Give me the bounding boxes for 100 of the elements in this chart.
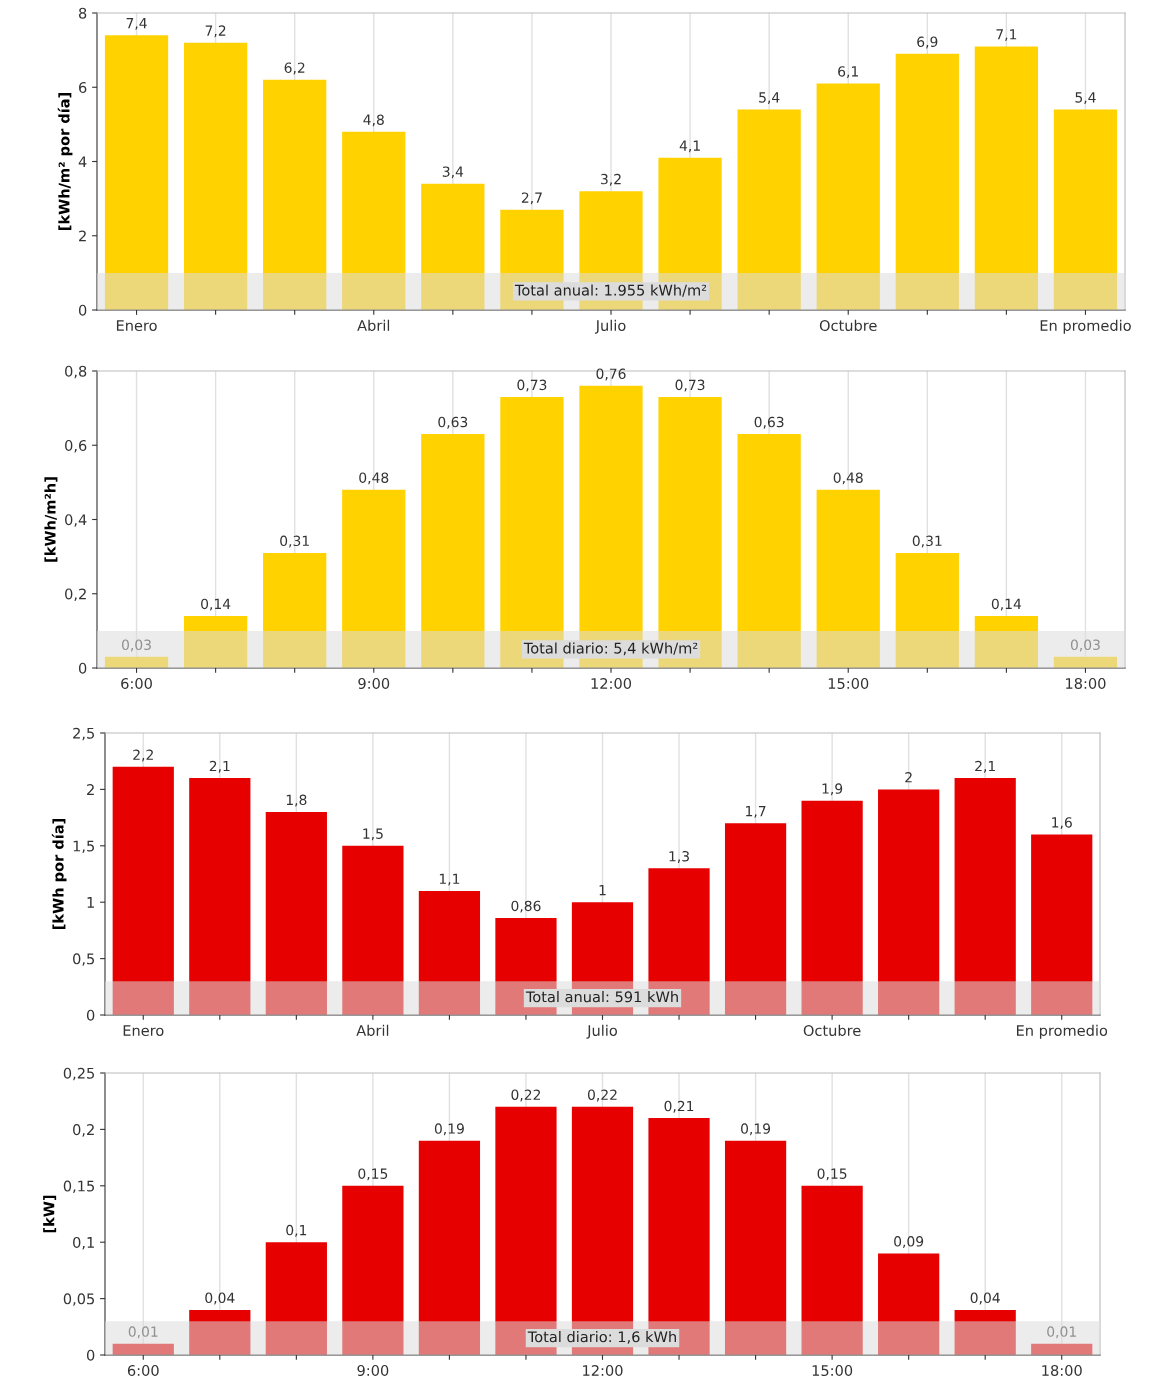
bar <box>816 489 880 668</box>
bar <box>500 396 564 668</box>
x-tick-label: En promedio <box>1040 319 1131 334</box>
bar <box>342 845 404 1015</box>
data-label: 6,9 <box>917 36 938 49</box>
data-label: 0,14 <box>201 598 231 611</box>
data-label: 0,04 <box>970 1292 1000 1305</box>
bar <box>112 766 174 1015</box>
data-label: 0,63 <box>438 416 468 429</box>
y-tick-label: 0,5 <box>73 953 94 966</box>
bar <box>974 46 1039 310</box>
bar <box>737 434 801 668</box>
data-label: 0,03 <box>1070 639 1100 652</box>
data-label: 0,48 <box>359 472 389 485</box>
y-tick-label: 0,6 <box>65 439 87 453</box>
bar <box>801 1185 863 1355</box>
bar <box>954 1309 1016 1355</box>
data-label: 1,3 <box>669 851 689 863</box>
y-tick-label: 6 <box>79 81 87 93</box>
x-tick-label: 9:00 <box>357 1364 389 1377</box>
bar <box>974 616 1039 668</box>
data-label: 4,1 <box>679 140 700 153</box>
bar <box>263 552 327 668</box>
y-tick-label: 2 <box>87 784 94 795</box>
bar <box>418 1140 481 1355</box>
data-label: 1 <box>599 885 606 896</box>
data-label: 1,6 <box>1052 817 1072 830</box>
y-tick-label: 2 <box>79 230 86 242</box>
y-tick-label: 0,15 <box>63 1180 94 1194</box>
x-tick-label: En promedio <box>1016 1024 1108 1039</box>
data-label: 0,22 <box>587 1089 617 1102</box>
bar <box>737 109 801 310</box>
y-tick-label: 0,2 <box>73 1124 94 1137</box>
y-axis-title: [kWh/m² por día] <box>57 93 73 230</box>
y-axis-title: [kW] <box>43 1195 57 1233</box>
data-label: 0,14 <box>991 598 1022 611</box>
bar <box>1031 834 1093 1015</box>
x-tick-label: Enero <box>116 320 157 332</box>
y-axis-title: [kWh/m²h] <box>44 477 58 562</box>
bar <box>895 53 959 310</box>
y-axis-title: [kWh por día] <box>51 818 67 930</box>
y-tick-label: 1 <box>87 897 94 908</box>
data-label: 0,76 <box>596 368 626 381</box>
bar <box>265 1242 327 1355</box>
x-tick-label: 12:00 <box>583 1364 623 1377</box>
data-label: 0,04 <box>205 1292 235 1305</box>
data-label: 0,31 <box>912 535 942 548</box>
bar <box>263 79 327 310</box>
data-label: 0,73 <box>517 379 547 392</box>
data-label: 7,4 <box>126 18 147 30</box>
data-label: 7,2 <box>205 25 226 38</box>
y-tick-label: 4 <box>78 156 87 168</box>
x-tick-label: 12:00 <box>591 677 632 690</box>
data-label: 2,7 <box>521 192 542 205</box>
data-label: 0,63 <box>754 416 784 429</box>
x-tick-label: Abril <box>356 1024 389 1037</box>
bar <box>189 1309 251 1355</box>
y-tick-label: 0 <box>86 1349 95 1361</box>
y-tick-label: 0 <box>78 662 87 674</box>
band-label: Total anual: 1.955 kWh/m² <box>514 284 707 297</box>
bar <box>189 778 251 1015</box>
data-label: 0,48 <box>833 472 863 485</box>
data-label: 0,03 <box>121 639 151 652</box>
y-tick-label: 0,4 <box>65 514 87 527</box>
y-tick-label: 0,8 <box>65 365 87 379</box>
bar <box>954 778 1016 1015</box>
bar <box>724 823 787 1015</box>
bar <box>183 42 248 310</box>
data-label: 0,1 <box>286 1224 307 1237</box>
data-label: 0,19 <box>741 1123 771 1136</box>
bar <box>878 789 940 1015</box>
bar <box>342 131 406 310</box>
x-tick-label: 6:00 <box>121 677 152 690</box>
data-label: 0,22 <box>511 1089 541 1102</box>
data-label: 1,9 <box>822 783 843 796</box>
data-label: 2,1 <box>975 760 995 773</box>
y-tick-label: 0 <box>86 1009 95 1021</box>
y-tick-label: 8 <box>78 7 87 19</box>
data-label: 5,4 <box>1075 92 1096 105</box>
data-label: 5,4 <box>759 92 780 105</box>
x-tick-label: Julio <box>594 319 626 334</box>
x-tick-label: 6:00 <box>127 1364 159 1377</box>
bar <box>421 183 485 310</box>
x-tick-label: Enero <box>123 1025 164 1037</box>
y-tick-label: 0 <box>78 304 87 316</box>
bar <box>801 800 863 1015</box>
x-tick-label: 9:00 <box>358 677 390 690</box>
data-label: 1,8 <box>286 794 307 807</box>
bar <box>418 890 481 1015</box>
y-tick-label: 0,1 <box>73 1236 94 1250</box>
bar <box>816 83 880 310</box>
data-label: 6,1 <box>838 66 858 79</box>
x-tick-label: 18:00 <box>1066 677 1106 690</box>
data-label: 0,31 <box>280 535 309 548</box>
data-label: 0,73 <box>675 379 705 392</box>
band-label: Total diario: 1,6 kWh <box>527 1331 676 1344</box>
x-tick-label: 15:00 <box>828 677 869 690</box>
bar <box>895 552 959 668</box>
y-tick-label: 0,25 <box>63 1067 94 1081</box>
data-label: 0,21 <box>664 1100 694 1113</box>
